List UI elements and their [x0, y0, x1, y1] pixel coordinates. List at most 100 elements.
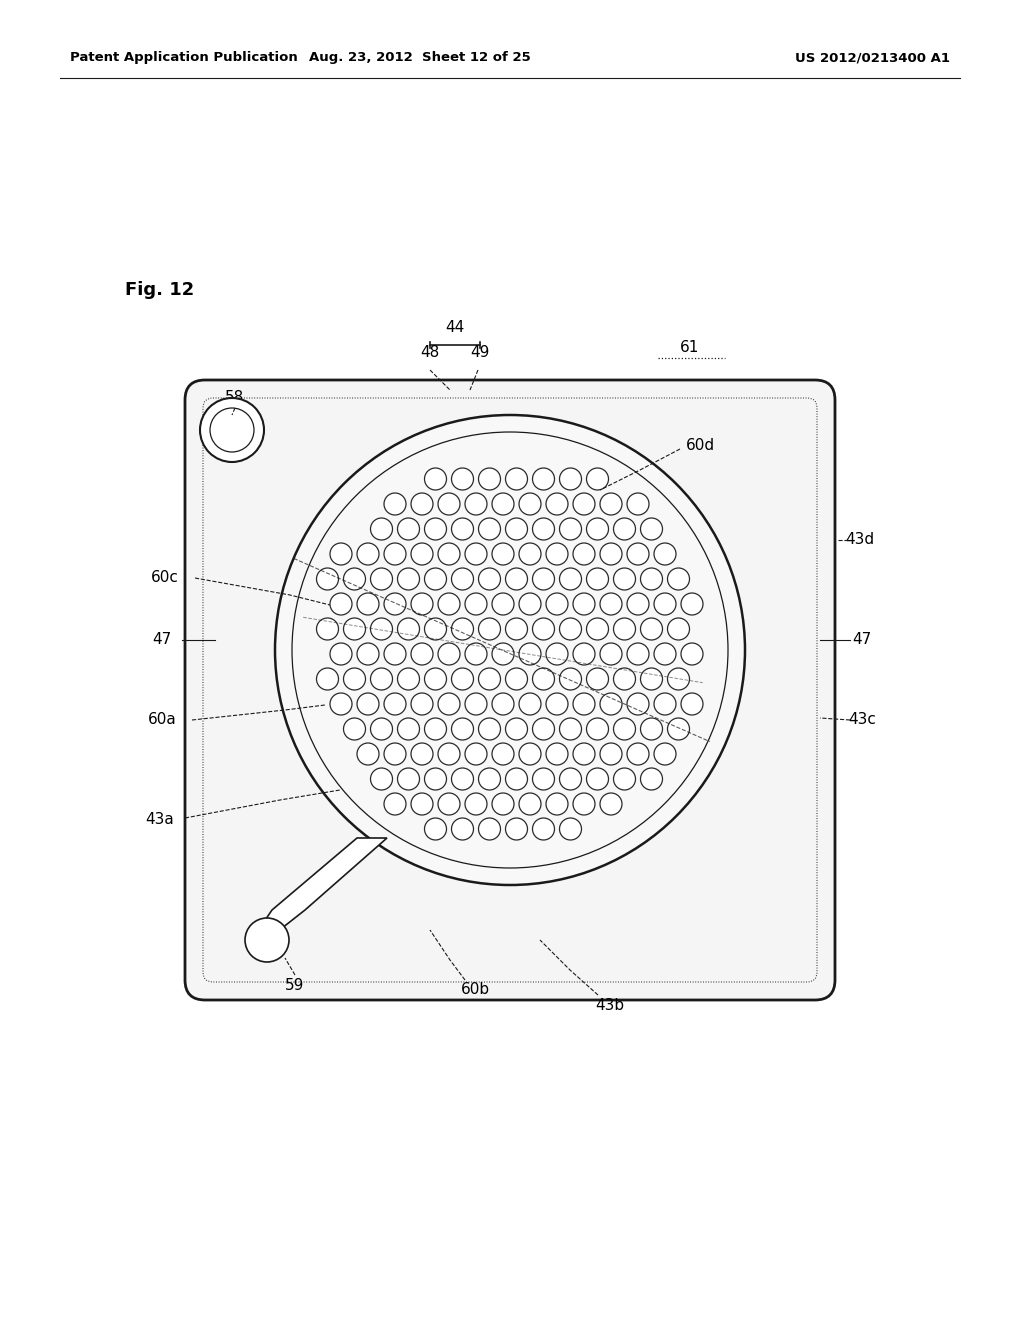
Text: Patent Application Publication: Patent Application Publication [70, 51, 298, 65]
Circle shape [654, 543, 676, 565]
Circle shape [600, 743, 622, 766]
Circle shape [425, 668, 446, 690]
Circle shape [478, 517, 501, 540]
Circle shape [411, 743, 433, 766]
Circle shape [519, 593, 541, 615]
Circle shape [465, 492, 487, 515]
Circle shape [384, 793, 406, 814]
Circle shape [559, 517, 582, 540]
Text: 60b: 60b [461, 982, 489, 998]
Circle shape [384, 543, 406, 565]
Text: Fig. 12: Fig. 12 [125, 281, 195, 300]
Circle shape [492, 543, 514, 565]
Circle shape [519, 693, 541, 715]
Circle shape [411, 793, 433, 814]
Circle shape [411, 593, 433, 615]
Circle shape [668, 718, 689, 741]
Circle shape [492, 793, 514, 814]
Circle shape [627, 492, 649, 515]
Circle shape [600, 593, 622, 615]
Circle shape [438, 643, 460, 665]
Circle shape [506, 469, 527, 490]
Circle shape [573, 693, 595, 715]
Circle shape [425, 818, 446, 840]
Circle shape [371, 517, 392, 540]
Text: 44: 44 [445, 319, 465, 335]
PathPatch shape [255, 838, 387, 945]
Circle shape [397, 668, 420, 690]
Circle shape [425, 568, 446, 590]
Circle shape [519, 543, 541, 565]
Circle shape [465, 543, 487, 565]
Circle shape [627, 593, 649, 615]
Circle shape [492, 593, 514, 615]
Circle shape [438, 793, 460, 814]
Circle shape [519, 492, 541, 515]
Circle shape [546, 643, 568, 665]
Text: 60a: 60a [147, 713, 176, 727]
Circle shape [600, 543, 622, 565]
Text: 43a: 43a [145, 813, 174, 828]
Circle shape [559, 818, 582, 840]
Circle shape [478, 718, 501, 741]
Circle shape [343, 718, 366, 741]
Circle shape [587, 668, 608, 690]
Text: 60d: 60d [685, 437, 715, 453]
Circle shape [397, 618, 420, 640]
Circle shape [573, 593, 595, 615]
Circle shape [245, 917, 289, 962]
Circle shape [452, 568, 473, 590]
Circle shape [371, 568, 392, 590]
Circle shape [546, 593, 568, 615]
Circle shape [411, 492, 433, 515]
Circle shape [411, 643, 433, 665]
Circle shape [532, 818, 555, 840]
Circle shape [438, 593, 460, 615]
Circle shape [384, 643, 406, 665]
Circle shape [506, 768, 527, 789]
Circle shape [425, 517, 446, 540]
Circle shape [640, 668, 663, 690]
Circle shape [452, 768, 473, 789]
Circle shape [519, 743, 541, 766]
Text: 43d: 43d [846, 532, 874, 548]
Circle shape [559, 768, 582, 789]
Circle shape [559, 469, 582, 490]
Circle shape [587, 469, 608, 490]
Circle shape [532, 568, 555, 590]
Circle shape [452, 718, 473, 741]
Circle shape [640, 768, 663, 789]
Circle shape [384, 492, 406, 515]
Circle shape [546, 492, 568, 515]
Circle shape [357, 743, 379, 766]
Circle shape [573, 743, 595, 766]
Circle shape [654, 693, 676, 715]
Circle shape [613, 568, 636, 590]
Circle shape [519, 643, 541, 665]
Circle shape [627, 643, 649, 665]
Circle shape [330, 643, 352, 665]
Circle shape [627, 693, 649, 715]
Circle shape [559, 618, 582, 640]
Text: 43b: 43b [595, 998, 625, 1012]
Circle shape [532, 469, 555, 490]
Text: 47: 47 [153, 632, 172, 648]
Circle shape [587, 768, 608, 789]
Circle shape [506, 618, 527, 640]
Circle shape [371, 668, 392, 690]
Circle shape [506, 718, 527, 741]
Circle shape [573, 793, 595, 814]
Text: 61: 61 [680, 341, 699, 355]
Circle shape [343, 618, 366, 640]
Text: 59: 59 [286, 978, 305, 993]
Circle shape [600, 693, 622, 715]
Circle shape [438, 543, 460, 565]
Circle shape [532, 718, 555, 741]
Circle shape [613, 618, 636, 640]
Circle shape [316, 668, 339, 690]
Text: 43c: 43c [848, 713, 876, 727]
Circle shape [465, 593, 487, 615]
Circle shape [587, 517, 608, 540]
Circle shape [492, 643, 514, 665]
Circle shape [492, 693, 514, 715]
